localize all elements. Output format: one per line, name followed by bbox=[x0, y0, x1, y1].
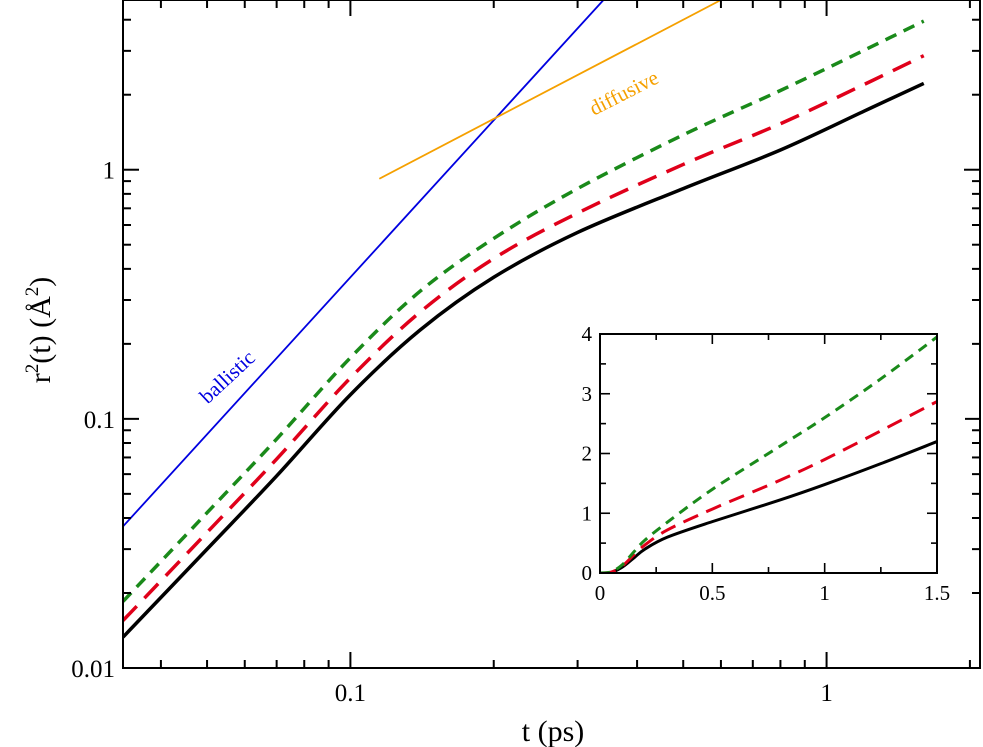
y-title-rest: (t) (Å bbox=[24, 296, 57, 364]
main-x-tick-label: 0.1 bbox=[335, 680, 366, 707]
inset-series-2 bbox=[600, 335, 937, 573]
inset-plot-area bbox=[600, 335, 937, 573]
y-title-sup: 2 bbox=[22, 364, 43, 374]
inset-x-tick-label: 1 bbox=[819, 581, 830, 605]
inset-x-tick-label: 0 bbox=[595, 581, 606, 605]
inset-y-tick-label: 2 bbox=[582, 442, 593, 466]
main-series-1 bbox=[123, 54, 925, 622]
annotation-diffusive: diffusive bbox=[585, 65, 662, 120]
inset-x-axis: 0 0.5 1 1.5 bbox=[595, 334, 950, 605]
main-x-axis-title: t (ps) bbox=[522, 715, 585, 747]
inset-y-tick-label: 4 bbox=[582, 322, 593, 346]
inset-y-tick-label: 1 bbox=[582, 501, 593, 525]
inset-y-axis: 0 1 2 3 4 bbox=[582, 322, 937, 585]
main-plot-area bbox=[123, 0, 925, 639]
main-y-axis-title: r2(t) (Å2) bbox=[22, 277, 57, 383]
reference-line-ballistic bbox=[123, 0, 605, 528]
inset-series-1 bbox=[600, 400, 937, 573]
inset-x-tick-label: 0.5 bbox=[699, 581, 725, 605]
main-x-tick-label: 1 bbox=[820, 680, 833, 707]
main-x-axis: 0.1 1 bbox=[159, 0, 971, 707]
reference-line-diffusive bbox=[378, 0, 722, 180]
annotation-ballistic: ballistic bbox=[195, 345, 260, 408]
inset-y-tick-label: 0 bbox=[582, 561, 593, 585]
y-title-sup2: 2 bbox=[22, 287, 43, 297]
inset-background bbox=[570, 322, 965, 607]
y-title-r: r bbox=[24, 373, 57, 383]
main-y-tick-label: 0.01 bbox=[71, 656, 115, 683]
inset-y-tick-label: 3 bbox=[582, 382, 593, 406]
main-series-0 bbox=[123, 81, 925, 639]
inset-plot: 0 0.5 1 1.5 0 1 2 3 4 bbox=[570, 322, 965, 607]
main-y-tick-label: 1 bbox=[103, 158, 116, 185]
inset-x-tick-label: 1.5 bbox=[924, 581, 950, 605]
main-plot-frame bbox=[122, 0, 981, 669]
main-y-tick-label: 0.1 bbox=[84, 407, 115, 434]
main-y-axis: 0.01 0.1 1 bbox=[71, 18, 980, 683]
y-title-close: ) bbox=[24, 277, 57, 287]
